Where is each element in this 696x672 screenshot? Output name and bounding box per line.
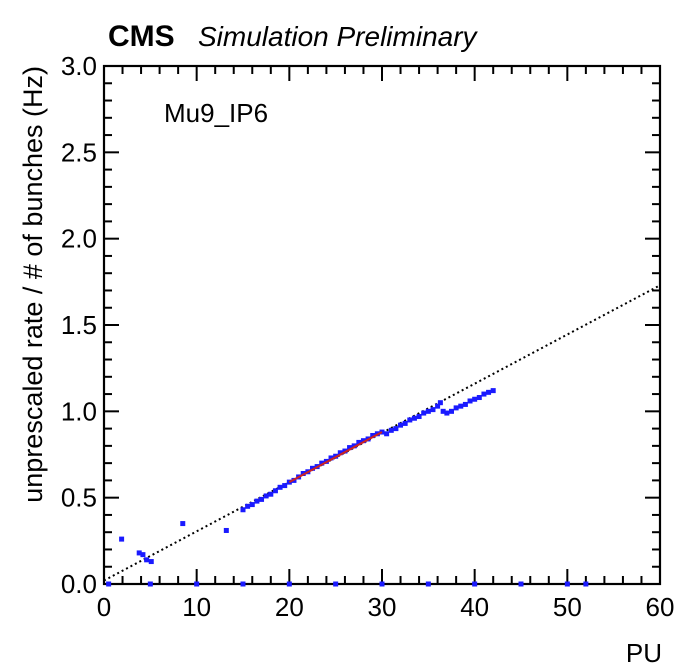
data-point	[148, 559, 154, 565]
data-point	[407, 417, 413, 423]
data-point	[398, 422, 404, 428]
axis-ticks	[103, 65, 661, 585]
data-point	[472, 396, 478, 402]
data-point	[180, 521, 186, 527]
data-point	[437, 400, 443, 406]
y-tick-label: 3.0	[61, 51, 97, 81]
y-tick-labels: 0.0 0.5 1.0 1.5 2.0 2.5 3.0	[61, 51, 97, 599]
x-tick-label: 50	[553, 592, 582, 622]
data-point	[249, 502, 255, 508]
x-tick-label: 0	[97, 592, 111, 622]
data-point	[333, 581, 339, 587]
x-tick-label: 20	[275, 592, 304, 622]
data-point	[268, 491, 274, 497]
data-point	[467, 398, 473, 404]
data-point	[476, 395, 482, 401]
data-point	[194, 581, 200, 587]
data-point	[144, 557, 150, 563]
data-point	[356, 439, 362, 445]
data-point	[379, 581, 385, 587]
data-point	[347, 445, 353, 451]
data-point	[458, 403, 464, 409]
x-tick-labels: 0 10 20 30 40 50 60	[97, 592, 675, 622]
plot-frame	[102, 64, 662, 586]
y-tick-label: 1.0	[61, 396, 97, 426]
data-point	[388, 427, 394, 433]
data-point	[583, 581, 589, 587]
data-point	[430, 407, 436, 413]
data-point	[337, 450, 343, 456]
data-point	[453, 405, 459, 411]
status-label: Simulation Preliminary	[198, 21, 479, 52]
y-tick-label: 1.5	[61, 310, 97, 340]
data-point	[564, 581, 570, 587]
cms-label: CMS	[108, 20, 175, 53]
data-point	[518, 581, 524, 587]
data-point	[472, 581, 478, 587]
data-point	[462, 401, 468, 407]
data-point	[147, 581, 153, 587]
data-point	[286, 581, 292, 587]
x-tick-label: 40	[460, 592, 489, 622]
data-point	[245, 503, 251, 509]
data-point	[370, 433, 376, 439]
data-point	[486, 389, 492, 395]
y-tick-label: 2.5	[61, 137, 97, 167]
data-point	[263, 493, 269, 499]
x-tick-label: 10	[182, 592, 211, 622]
data-point	[328, 455, 334, 461]
data-point	[351, 443, 357, 449]
y-tick-label: 0.5	[61, 483, 97, 513]
data-point	[136, 550, 142, 556]
fit-overlay	[288, 431, 383, 484]
data-point	[254, 498, 260, 504]
data-point	[319, 460, 325, 466]
data-point	[449, 408, 454, 414]
data-point	[282, 483, 288, 489]
data-point	[277, 484, 283, 490]
data-point	[240, 581, 246, 587]
data-point	[444, 410, 450, 416]
y-tick-label: 2.0	[61, 224, 97, 254]
data-point	[119, 536, 125, 542]
data-point	[259, 496, 265, 502]
data-point	[272, 488, 278, 494]
data-point	[106, 581, 112, 587]
data-point	[393, 426, 399, 432]
y-axis-label: unprescaled rate / # of bunches (Hz)	[18, 66, 48, 503]
data-point	[402, 420, 408, 426]
data-point	[481, 391, 487, 397]
x-tick-label: 30	[368, 592, 397, 622]
data-point	[425, 408, 431, 414]
data-points	[106, 388, 589, 587]
data-point	[421, 410, 427, 416]
data-point	[360, 438, 366, 444]
data-point	[384, 431, 390, 437]
x-tick-label: 60	[646, 592, 675, 622]
data-point	[140, 552, 146, 558]
data-point	[223, 527, 229, 533]
data-point	[416, 414, 422, 420]
data-point	[310, 465, 315, 471]
data-point	[411, 415, 417, 421]
annotation-label: Mu9_IP6	[164, 98, 268, 128]
data-point	[440, 408, 446, 414]
data-point	[240, 507, 246, 513]
y-tick-label: 0.0	[61, 569, 97, 599]
data-point	[425, 581, 431, 587]
data-point	[490, 388, 496, 394]
data-point	[435, 403, 441, 409]
x-axis-label: PU	[626, 638, 662, 668]
